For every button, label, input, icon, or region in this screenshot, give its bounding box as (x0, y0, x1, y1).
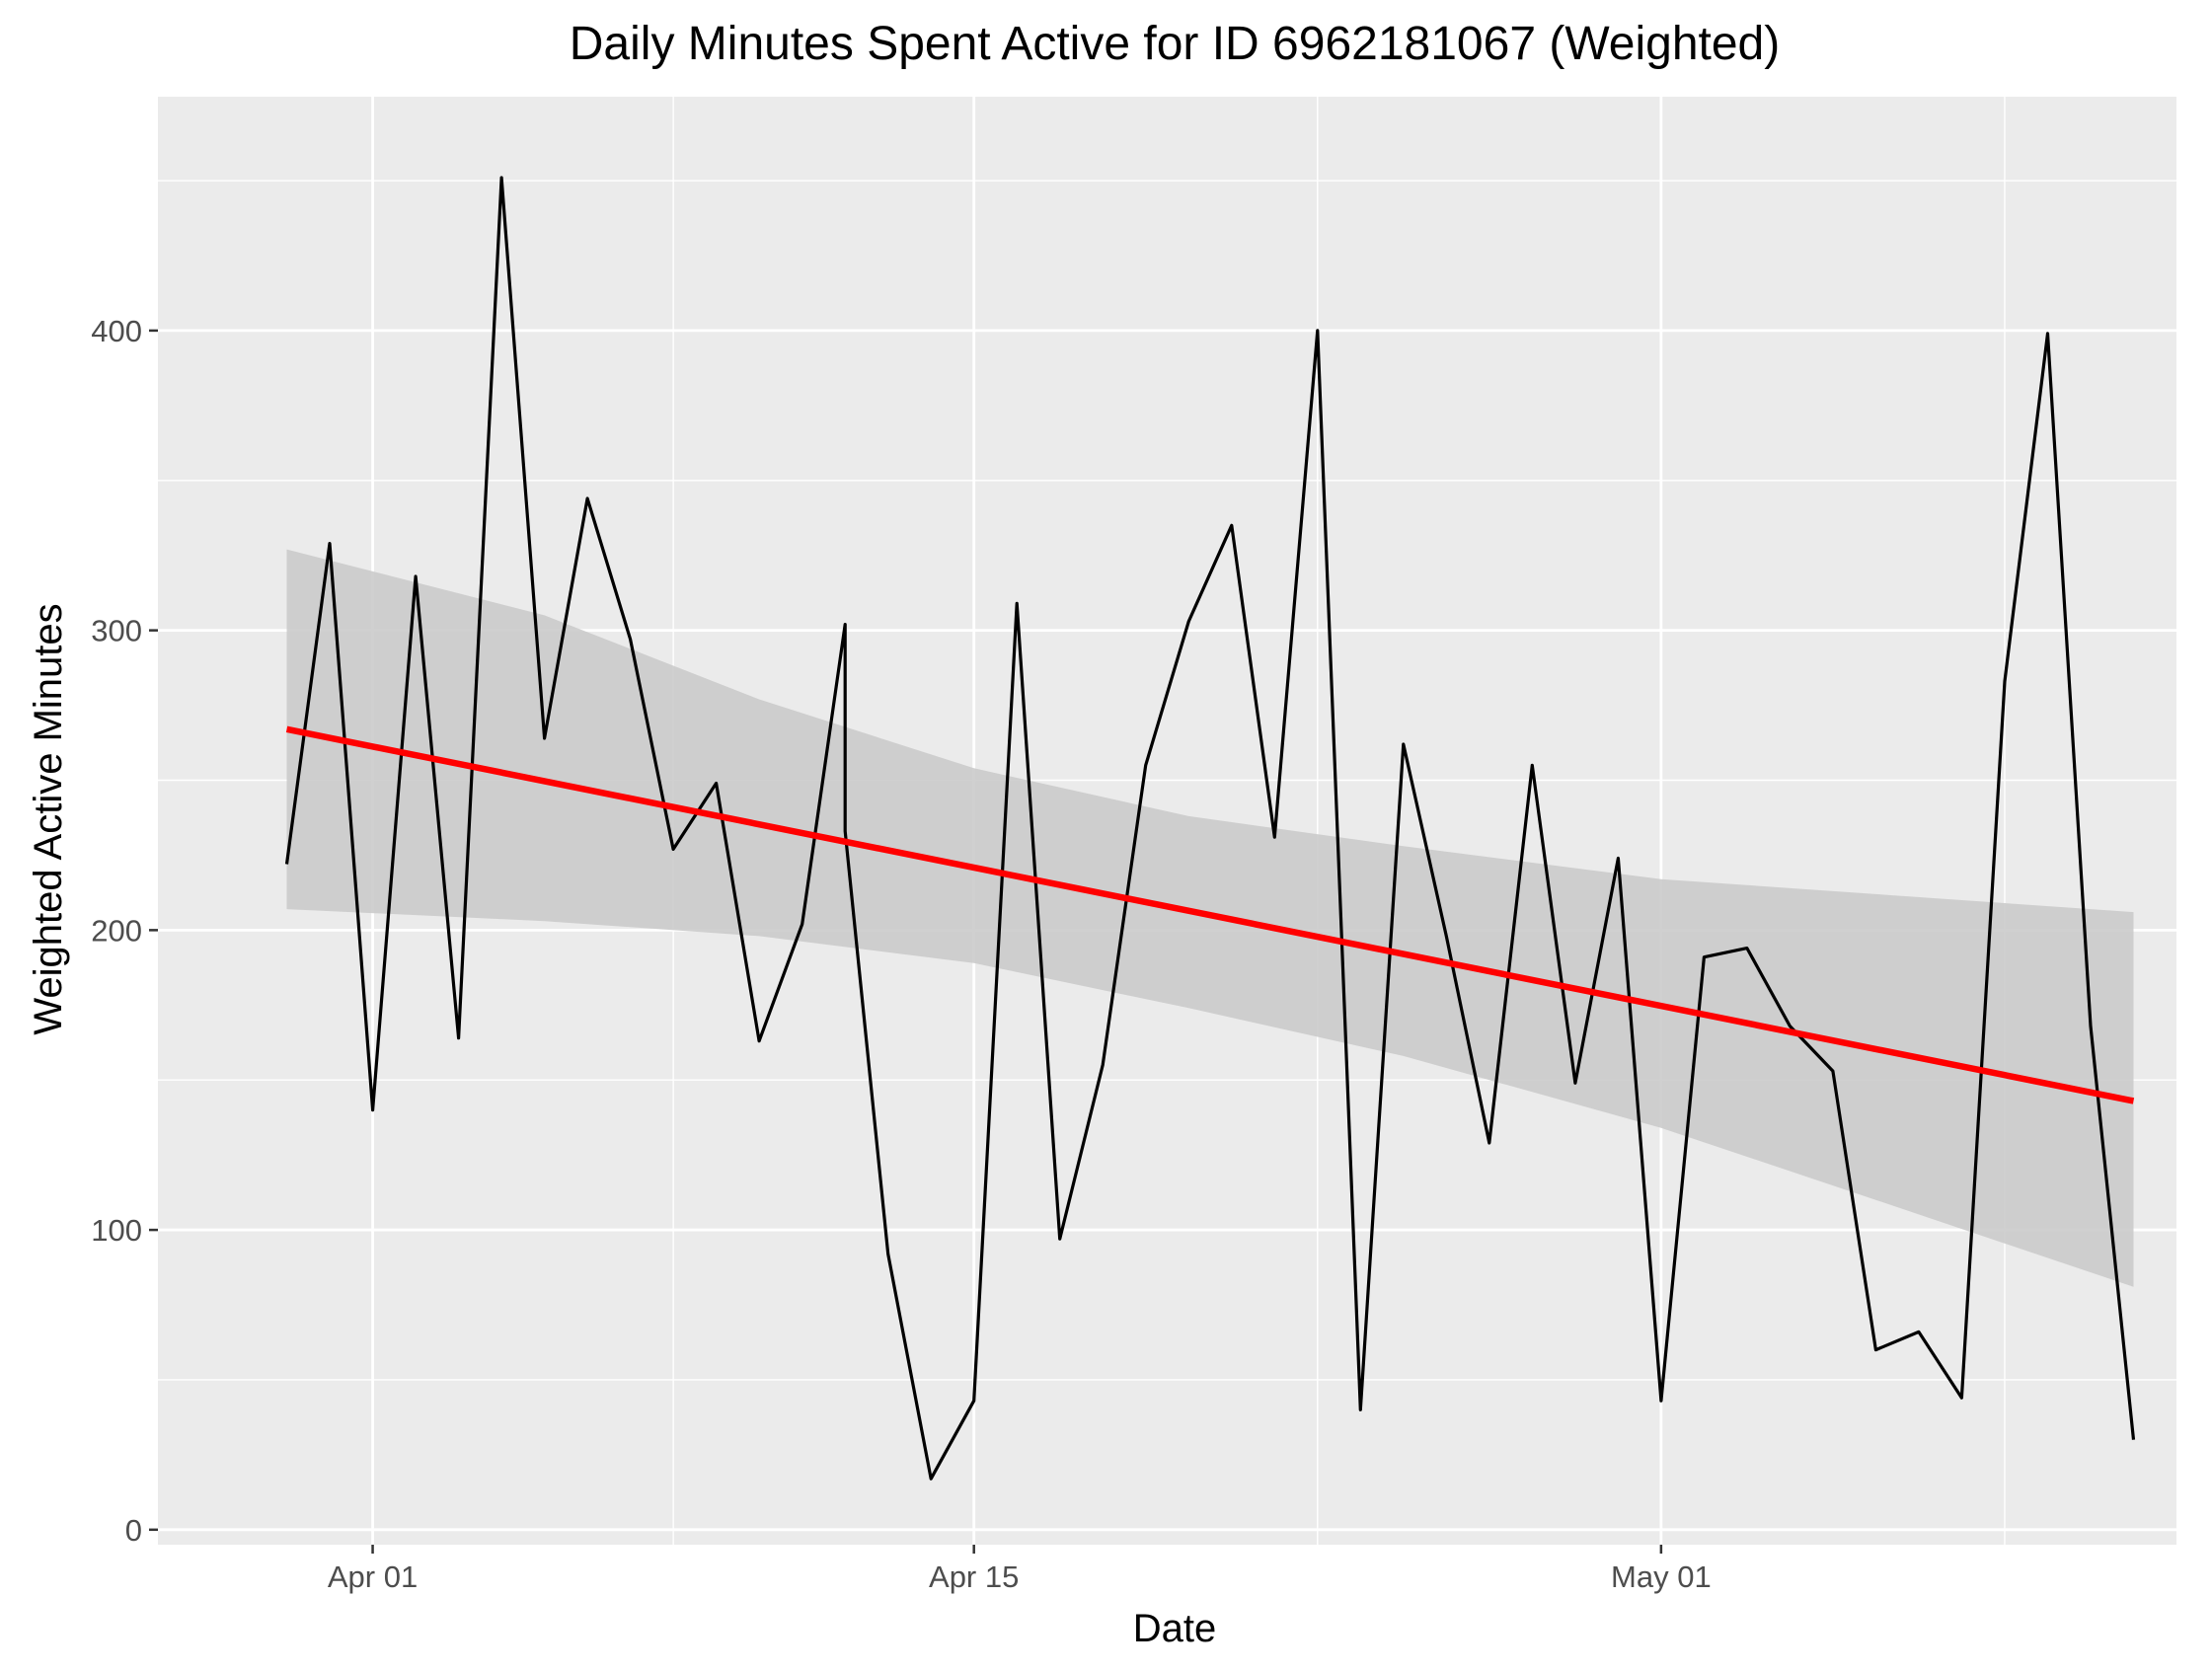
series-line (284, 176, 2136, 1481)
trend-line (285, 725, 2135, 1104)
x-tick-label: May 01 (1611, 1559, 1712, 1594)
chart-title: Daily Minutes Spent Active for ID 696218… (570, 18, 1780, 70)
minor-grid (158, 97, 2176, 1545)
y-tick-label: 200 (91, 913, 142, 948)
y-tick-label: 300 (91, 614, 142, 648)
x-axis-title: Date (1133, 1607, 1217, 1650)
y-tick-label: 0 (125, 1513, 142, 1548)
y-axis: 0 100 200 300 400 (91, 314, 158, 1548)
y-axis-title: Weighted Active Minutes (27, 603, 70, 1034)
x-axis: Apr 01 Apr 15 May 01 (328, 1545, 1712, 1594)
x-tick-label: Apr 01 (328, 1559, 418, 1594)
x-tick-label: Apr 15 (929, 1559, 1019, 1594)
y-tick-label: 400 (91, 314, 142, 348)
y-tick-label: 100 (91, 1213, 142, 1248)
